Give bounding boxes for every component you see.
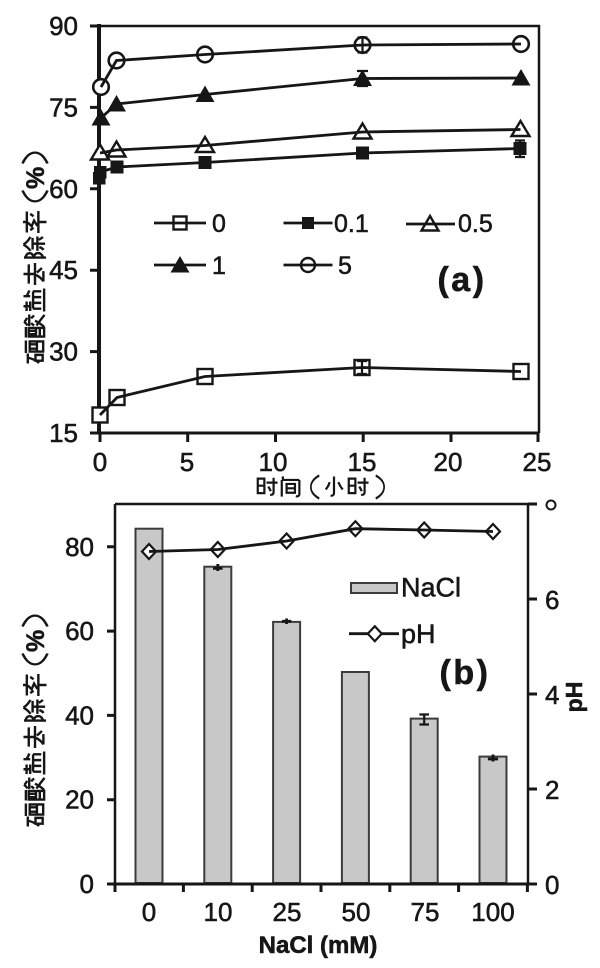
svg-text:(b): (b) (440, 654, 491, 692)
svg-text:60: 60 (49, 174, 78, 204)
svg-text:%: % (22, 630, 50, 652)
svg-text:5: 5 (338, 252, 352, 280)
svg-text:30: 30 (49, 337, 78, 367)
svg-text:100: 100 (471, 897, 514, 927)
svg-text:50: 50 (342, 897, 371, 927)
svg-text:NaCl (mM): NaCl (mM) (259, 932, 378, 959)
svg-text:1: 1 (212, 252, 226, 280)
svg-text:4: 4 (545, 680, 559, 710)
svg-text:20: 20 (434, 447, 463, 477)
svg-text:0: 0 (545, 870, 559, 900)
svg-text:15: 15 (348, 447, 377, 477)
svg-text:(a): (a) (437, 261, 486, 299)
svg-text:10: 10 (259, 447, 288, 477)
svg-text:pH: pH (401, 619, 436, 649)
svg-text:5: 5 (180, 447, 194, 477)
svg-text:%: % (22, 167, 50, 189)
svg-text:75: 75 (411, 897, 440, 927)
svg-text:2: 2 (545, 775, 559, 805)
svg-text:15: 15 (49, 418, 78, 448)
svg-text:20: 20 (65, 785, 94, 815)
svg-text:75: 75 (49, 92, 78, 122)
svg-text:pH: pH (561, 682, 587, 713)
svg-text:45: 45 (49, 255, 78, 285)
svg-text:0.5: 0.5 (458, 210, 493, 238)
svg-text:25: 25 (523, 447, 552, 477)
svg-text:10: 10 (204, 897, 233, 927)
svg-text:6: 6 (545, 585, 559, 615)
svg-text:0: 0 (142, 897, 156, 927)
svg-text:0: 0 (80, 869, 94, 899)
svg-text:0: 0 (212, 210, 226, 238)
svg-text:90: 90 (49, 11, 78, 41)
svg-text:0.1: 0.1 (334, 210, 369, 238)
svg-text:0: 0 (93, 447, 107, 477)
svg-text:40: 40 (65, 700, 94, 730)
svg-text:60: 60 (65, 616, 94, 646)
svg-text:25: 25 (273, 897, 302, 927)
svg-text:80: 80 (65, 532, 94, 562)
svg-text:NaCl: NaCl (401, 573, 461, 603)
